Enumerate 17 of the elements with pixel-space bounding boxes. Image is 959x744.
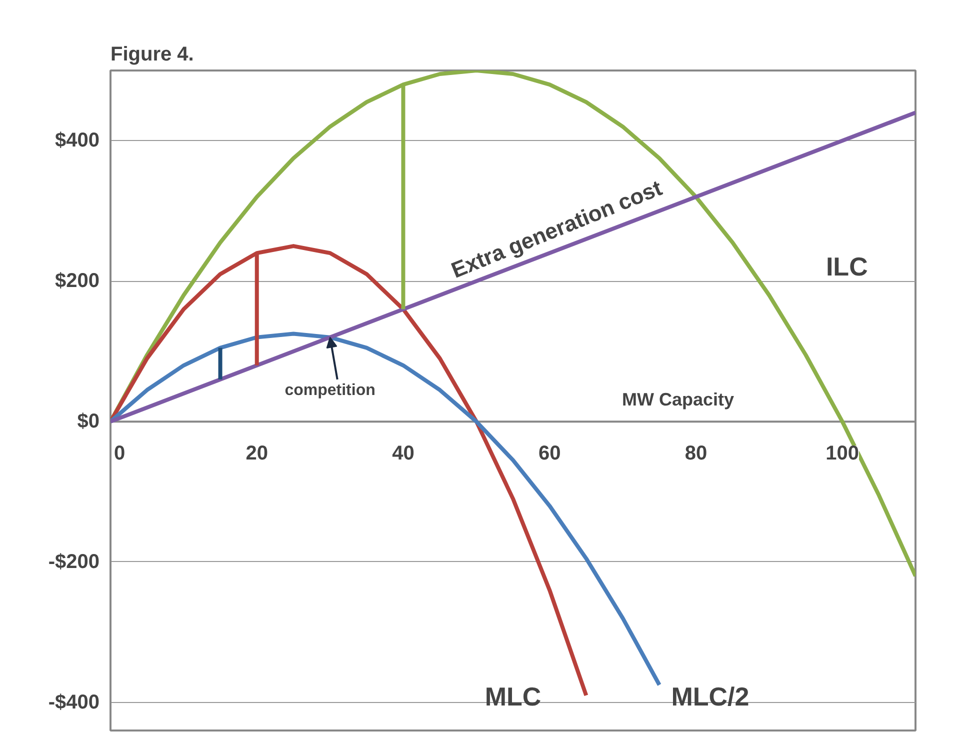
x-tick-label: 80 [684,442,708,465]
chart-title: Figure 4. [110,44,194,66]
annotation: competition [284,382,376,400]
text: ILC [826,252,868,282]
y-tick-label: $200 [55,270,100,292]
x-tick-label: 100 [826,442,860,465]
x-tick-label: 20 [246,442,268,465]
y-tick-label: -$400 [48,691,100,714]
x-tick-label: 60 [538,442,561,465]
x-axis-title: MW Capacity [622,390,734,410]
x-tick-label: 0 [114,442,126,465]
x-tick-label: 40 [392,442,414,465]
y-tick-label: $400 [55,130,100,152]
series-label: MLC [484,682,542,712]
y-tick-label: $0 [77,410,100,433]
series-label: MLC/2 [671,682,750,712]
y-tick-label: -$200 [48,550,100,573]
